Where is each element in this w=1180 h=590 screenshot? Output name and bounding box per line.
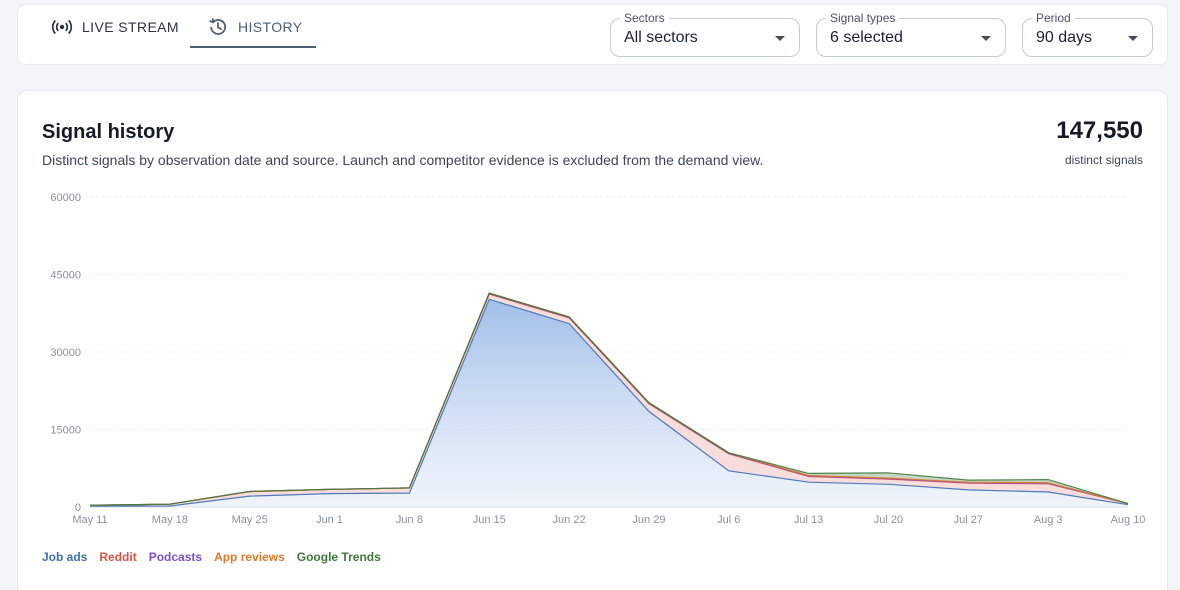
signal-types-select-label: Signal types: [826, 11, 900, 25]
line-job-ads: [89, 298, 1129, 507]
x-tick-label: Aug 10: [1111, 514, 1146, 526]
y-tick-label: 45000: [50, 270, 81, 282]
line-google-trends: [89, 292, 1129, 506]
caret-down-icon: [775, 36, 785, 41]
y-tick-label: 15000: [50, 425, 81, 437]
x-tick-label: Jul 13: [794, 514, 823, 526]
signal-history-card: Signal history Distinct signals by obser…: [17, 90, 1168, 590]
y-tick-label: 0: [75, 502, 81, 514]
x-tick-label: Jul 20: [874, 514, 903, 526]
signal-types-select-value: 6 selected: [830, 29, 903, 46]
sectors-select-value: All sectors: [624, 29, 698, 46]
tab-history[interactable]: HISTORY: [206, 5, 303, 49]
legend-item-reddit[interactable]: Reddit: [99, 550, 137, 564]
tab-history-label: HISTORY: [238, 19, 303, 35]
x-tick-label: Jul 6: [717, 514, 740, 526]
legend-item-job-ads[interactable]: Job ads: [42, 550, 88, 564]
card-subtitle: Distinct signals by observation date and…: [42, 152, 764, 168]
tab-live-stream[interactable]: LIVE STREAM: [50, 5, 179, 49]
period-select-label: Period: [1032, 11, 1075, 25]
x-tick-label: Jun 22: [553, 514, 586, 526]
area-job-ads: [90, 299, 1128, 507]
x-tick-label: Jun 1: [316, 514, 343, 526]
total-signals-label: distinct signals: [1064, 153, 1143, 167]
x-tick-label: Jun 15: [473, 514, 506, 526]
x-tick-label: Jul 27: [954, 514, 983, 526]
total-signals-count: 147,550: [1056, 117, 1143, 144]
period-select-value: 90 days: [1036, 29, 1093, 46]
sectors-select-label: Sectors: [620, 11, 669, 25]
sectors-select[interactable]: Sectors All sectors: [610, 11, 800, 57]
card-title: Signal history: [42, 121, 175, 143]
signal-types-select[interactable]: Signal types 6 selected: [816, 11, 1006, 57]
y-tick-label: 30000: [50, 347, 81, 359]
tab-live-stream-label: LIVE STREAM: [82, 19, 179, 35]
signal-history-chart: 0 15000 30000 45000 60000 May 11 May 18 May 25 J…: [50, 192, 1146, 526]
legend-item-google-trends[interactable]: Google Trends: [296, 550, 381, 564]
caret-down-icon: [1128, 36, 1138, 41]
chart-legend: Job ads Reddit Podcasts App reviews Google T…: [42, 550, 381, 564]
period-select[interactable]: Period 90 days: [1022, 11, 1153, 57]
legend-item-app-reviews[interactable]: App reviews: [214, 550, 285, 564]
area-reddit: [90, 294, 1128, 507]
y-tick-label: 60000: [50, 192, 81, 204]
broadcast-icon: [50, 15, 74, 39]
x-tick-label: Jun 8: [396, 514, 423, 526]
x-tick-label: Jun 29: [632, 514, 665, 526]
x-tick-label: Aug 3: [1034, 514, 1063, 526]
legend-item-podcasts[interactable]: Podcasts: [148, 550, 203, 564]
x-tick-label: May 11: [72, 514, 107, 526]
x-tick-label: May 18: [152, 514, 188, 526]
caret-down-icon: [981, 36, 991, 41]
top-toolbar: LIVE STREAM HISTORY Sectors All sectors …: [17, 4, 1168, 65]
active-tab-indicator: [190, 46, 316, 48]
x-tick-label: May 25: [232, 514, 268, 526]
history-icon: [206, 15, 230, 39]
